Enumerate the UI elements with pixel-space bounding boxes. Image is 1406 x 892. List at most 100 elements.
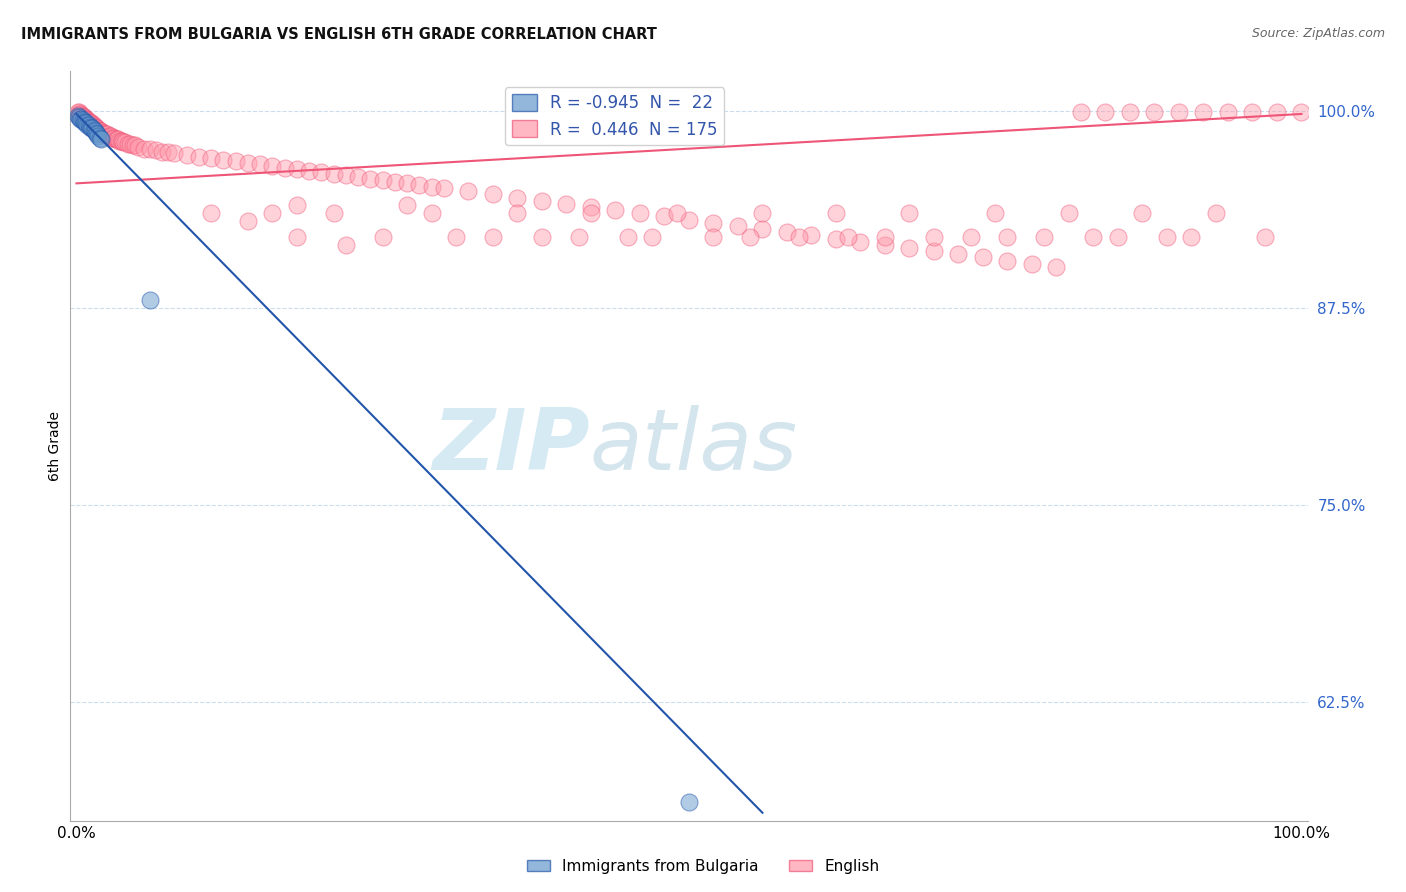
- Point: [76, 113, 98, 128]
- Point: [117, 136, 139, 151]
- Point: [285, 230, 308, 244]
- Point: [1143, 105, 1166, 120]
- Point: [482, 187, 505, 202]
- Point: [1241, 105, 1264, 120]
- Point: [80, 121, 103, 136]
- Point: [200, 206, 222, 220]
- Point: [70, 109, 93, 123]
- Point: [249, 157, 271, 171]
- Point: [87, 129, 110, 144]
- Point: [93, 126, 115, 140]
- Point: [898, 206, 921, 220]
- Point: [678, 212, 700, 227]
- Point: [77, 115, 100, 129]
- Point: [96, 128, 118, 142]
- Point: [89, 124, 111, 138]
- Point: [105, 132, 128, 146]
- Point: [825, 231, 848, 245]
- Point: [984, 206, 1007, 220]
- Point: [727, 219, 749, 233]
- Point: [457, 184, 479, 198]
- Point: [103, 130, 125, 145]
- Point: [225, 154, 247, 169]
- Point: [568, 230, 591, 244]
- Point: [66, 105, 89, 120]
- Point: [1192, 105, 1215, 120]
- Point: [82, 118, 104, 132]
- Point: [87, 122, 110, 136]
- Point: [1107, 230, 1129, 244]
- Point: [98, 129, 121, 144]
- Point: [285, 198, 308, 212]
- Point: [83, 124, 105, 138]
- Point: [322, 206, 344, 220]
- Point: [751, 206, 773, 220]
- Point: [702, 230, 724, 244]
- Point: [72, 113, 94, 128]
- Point: [751, 222, 773, 236]
- Point: [359, 171, 381, 186]
- Point: [898, 241, 921, 255]
- Point: [1021, 257, 1043, 271]
- Point: [176, 148, 198, 162]
- Point: [83, 120, 105, 134]
- Point: [108, 134, 131, 148]
- Point: [150, 145, 173, 159]
- Point: [139, 293, 162, 307]
- Point: [91, 126, 114, 140]
- Point: [83, 120, 105, 134]
- Point: [75, 113, 97, 128]
- Point: [702, 216, 724, 230]
- Point: [69, 107, 91, 121]
- Point: [959, 230, 981, 244]
- Point: [530, 194, 553, 208]
- Point: [616, 230, 638, 244]
- Point: [110, 134, 132, 148]
- Point: [73, 110, 96, 124]
- Point: [73, 112, 96, 126]
- Point: [335, 238, 357, 252]
- Point: [665, 206, 688, 220]
- Y-axis label: 6th Grade: 6th Grade: [48, 411, 62, 481]
- Point: [285, 162, 308, 177]
- Point: [77, 115, 100, 129]
- Point: [371, 173, 394, 187]
- Point: [555, 197, 578, 211]
- Point: [120, 136, 142, 151]
- Point: [111, 134, 134, 148]
- Point: [87, 122, 110, 136]
- Point: [408, 178, 430, 192]
- Point: [82, 121, 104, 136]
- Point: [80, 116, 103, 130]
- Point: [89, 130, 111, 145]
- Point: [77, 118, 100, 132]
- Point: [506, 190, 529, 204]
- Point: [298, 163, 321, 178]
- Point: [114, 136, 136, 150]
- Point: [262, 206, 284, 220]
- Point: [83, 120, 105, 134]
- Point: [66, 109, 89, 123]
- Point: [70, 109, 93, 123]
- Point: [69, 112, 91, 126]
- Point: [72, 109, 94, 123]
- Point: [84, 121, 107, 136]
- Point: [972, 251, 994, 265]
- Point: [101, 130, 124, 145]
- Point: [94, 128, 117, 142]
- Point: [84, 126, 107, 140]
- Point: [93, 128, 115, 142]
- Point: [579, 206, 602, 220]
- Point: [1216, 105, 1239, 120]
- Point: [69, 107, 91, 121]
- Point: [73, 110, 96, 124]
- Point: [482, 230, 505, 244]
- Point: [997, 253, 1019, 268]
- Point: [873, 230, 896, 244]
- Point: [837, 230, 859, 244]
- Point: [825, 206, 848, 220]
- Point: [212, 153, 235, 167]
- Point: [101, 130, 124, 145]
- Point: [75, 112, 97, 126]
- Point: [1045, 260, 1067, 274]
